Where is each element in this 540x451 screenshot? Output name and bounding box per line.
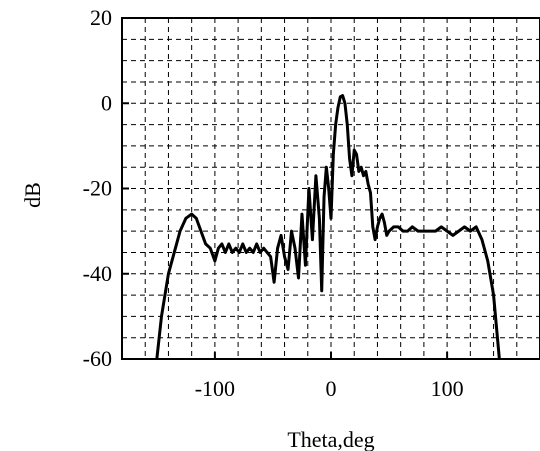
y-tick-label: 20: [90, 5, 112, 30]
x-tick-label: 0: [326, 376, 337, 401]
x-axis-label: Theta,deg: [287, 427, 374, 451]
series-line: [155, 94, 501, 359]
y-tick-labels: 20 0 -20 -40 -60: [83, 5, 112, 371]
y-tick-label: -40: [83, 261, 112, 286]
x-tick-label: 100: [431, 376, 464, 401]
grid: [122, 18, 540, 359]
y-axis-label: dB: [20, 182, 45, 208]
y-tick-label: -20: [83, 176, 112, 201]
y-tick-label: 0: [101, 90, 112, 115]
x-tick-labels: -100 0 100: [195, 376, 464, 401]
y-tick-label: -60: [83, 346, 112, 371]
x-tick-label: -100: [195, 376, 235, 401]
tick-marks: [122, 17, 449, 360]
